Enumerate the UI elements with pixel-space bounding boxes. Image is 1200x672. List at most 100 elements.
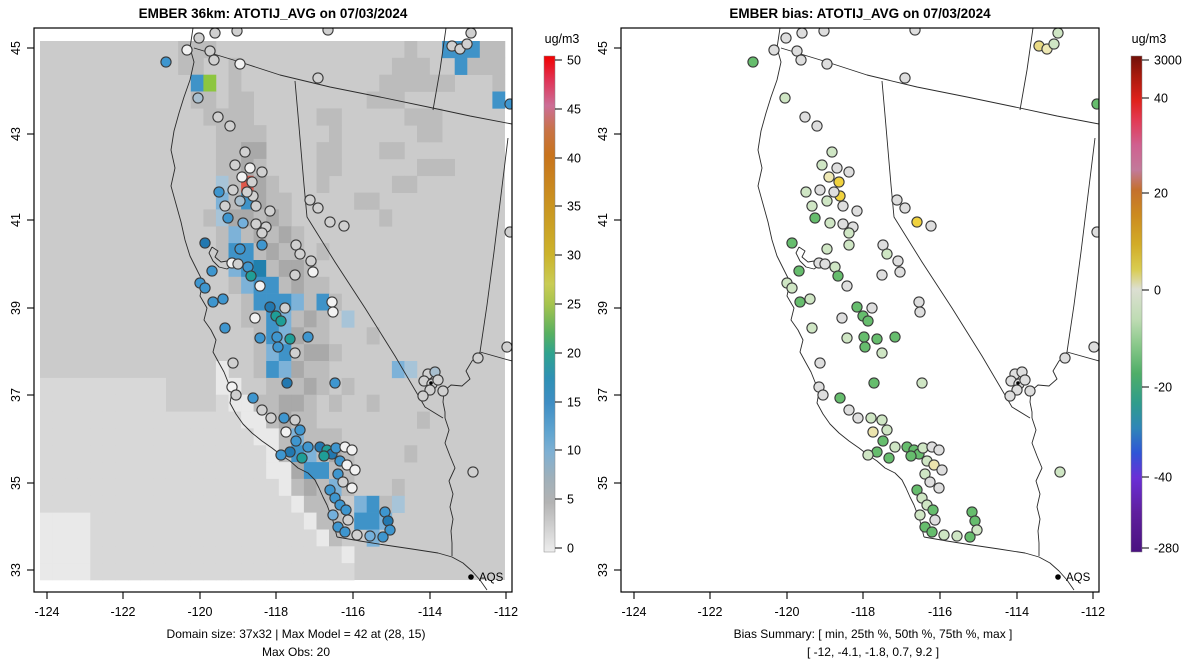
obs-point: [294, 248, 306, 260]
obs-point: [933, 444, 945, 456]
state-borders-layer: [170, 28, 512, 591]
obs-point: [862, 449, 874, 461]
right-caption-bias-header: Bias Summary: [ min, 25th %, 50th %, 75t…: [733, 627, 1013, 641]
obs-point: [275, 449, 287, 461]
obs-point: [851, 301, 863, 313]
obs-point: [236, 171, 248, 183]
obs-point: [916, 377, 928, 389]
obs-point: [278, 412, 290, 424]
obs-point: [239, 146, 251, 158]
obs-point: [272, 341, 284, 353]
obs-point: [193, 32, 205, 44]
obs-point: [364, 530, 376, 542]
obs-point: [816, 159, 828, 171]
obs-point: [504, 226, 512, 238]
obs-point: [256, 166, 268, 178]
obs-point: [818, 28, 830, 37]
obs-point: [881, 424, 893, 436]
y-tick-label: 39: [9, 301, 23, 315]
obs-point: [821, 58, 833, 70]
axis-layer: -124 -122 -120 -118 -116 -114 -112 45 43 41 39 37 35…: [596, 41, 1105, 619]
x-tick-label: -118: [851, 605, 875, 619]
obs-point: [817, 389, 829, 401]
colorbar-tick-label: 25: [567, 298, 581, 312]
colorbar-tick-label: 40: [1154, 92, 1168, 106]
obs-point: [322, 28, 334, 36]
obs-point: [501, 341, 512, 353]
model-raster-layer: [40, 41, 506, 581]
colorbar-tick-label: 15: [567, 396, 581, 410]
obs-point: [786, 237, 798, 249]
colorbar-tick-label: 40: [567, 152, 581, 166]
obs-point: [876, 414, 888, 426]
obs-point: [219, 200, 231, 212]
obs-point: [799, 111, 811, 123]
axis-layer: -124 -122 -120 -118 -116 -114 -112 45 43 41 39 37 35…: [9, 41, 518, 619]
obs-point: [160, 56, 172, 68]
x-tick-label: -112: [1081, 605, 1105, 619]
obs-point: [472, 352, 484, 364]
obs-point: [307, 266, 319, 278]
obs-point: [284, 333, 296, 345]
obs-point: [1091, 98, 1099, 110]
obs-point: [833, 176, 845, 188]
obs-point: [234, 243, 246, 255]
obs-point: [256, 404, 268, 416]
obs-point: [281, 377, 293, 389]
obs-point: [1004, 390, 1016, 402]
obs-point: [1091, 226, 1099, 238]
obs-point: [349, 464, 361, 476]
obs-point: [927, 504, 939, 516]
state-borders-layer: [757, 28, 1099, 591]
obs-point: [832, 270, 844, 282]
obs-point: [246, 176, 258, 188]
obs-point: [929, 514, 941, 526]
obs-point: [926, 526, 938, 538]
x-tick-label: -118: [264, 605, 288, 619]
obs-point: [465, 28, 477, 39]
y-tick-label: 45: [596, 41, 610, 55]
obs-point: [914, 509, 926, 521]
obs-point: [504, 98, 512, 110]
y-tick-label: 39: [596, 301, 610, 315]
obs-point: [338, 220, 350, 232]
obs-point: [837, 218, 849, 230]
obs-point: [302, 441, 314, 453]
obs-point: [213, 186, 225, 198]
obs-point: [858, 331, 870, 343]
obs-point: [800, 186, 812, 198]
colorbar-tick-label: -40: [1154, 471, 1172, 485]
obs-point: [768, 44, 780, 56]
obs-point: [231, 28, 243, 37]
obs-point: [819, 258, 831, 270]
obs-point: [199, 282, 211, 294]
obs-point: [867, 426, 879, 438]
obs-point: [865, 412, 877, 424]
obs-point: [899, 72, 911, 84]
obs-point: [241, 186, 253, 198]
obs-point: [837, 200, 849, 212]
obs-point: [312, 72, 324, 84]
obs-point: [227, 184, 239, 196]
obs-point: [823, 171, 835, 183]
obs-point: [206, 265, 218, 277]
obs-point: [341, 459, 353, 471]
obs-point: [219, 322, 231, 334]
obs-point: [821, 243, 833, 255]
obs-point: [925, 220, 937, 232]
obs-point: [250, 218, 262, 230]
y-tick-label: 41: [596, 213, 610, 227]
obs-point: [230, 389, 242, 401]
y-tick-label: 43: [9, 127, 23, 141]
obs-point: [294, 424, 306, 436]
obs-point: [780, 32, 792, 44]
obs-point: [883, 452, 895, 464]
obs-point: [794, 296, 806, 308]
obs-point: [234, 195, 246, 207]
bias-colorbar: 3000 40 20 0 -20 -40 -280: [1130, 54, 1182, 556]
obs-point: [265, 412, 277, 424]
colorbar-tick-label: 30: [567, 249, 581, 263]
obs-points-layer: [160, 28, 512, 543]
obs-point: [841, 332, 853, 344]
obs-point: [843, 404, 855, 416]
